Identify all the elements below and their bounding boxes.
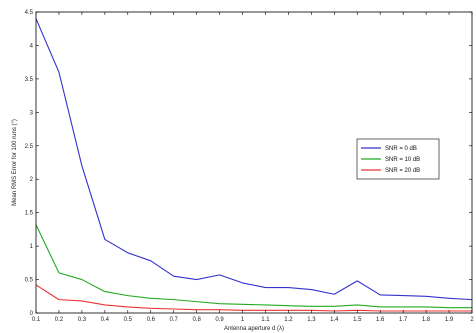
legend-label-snr-0: SNR = 0 dB — [385, 146, 417, 152]
y-axis-label: Mean RMS Error for 100 runs (°) — [12, 119, 18, 206]
series-line-1 — [35, 224, 472, 309]
x-tick-label: 0.1 — [32, 317, 41, 323]
x-tick-label: 1.6 — [376, 317, 385, 323]
x-tick-label: 0.7 — [170, 317, 179, 323]
y-tick-label: 0 — [30, 311, 34, 317]
x-tick-label: 1 — [241, 317, 245, 323]
x-tick-label: 1.5 — [353, 317, 362, 323]
x-tick-label: 1.7 — [399, 317, 408, 323]
x-tick-label: 1.3 — [307, 317, 316, 323]
legend-item-2: SNR = 20 dB — [361, 168, 420, 174]
y-tick-label: 3.5 — [25, 77, 34, 83]
x-tick-label: 1.2 — [284, 317, 293, 323]
plot-lines — [35, 18, 473, 312]
y-axis-ticks: 0 0.5 1 1.5 2 2.5 3 3.5 4 4.5 — [25, 10, 472, 317]
legend-label-snr-20: SNR = 20 dB — [385, 168, 420, 174]
y-tick-label: 1 — [30, 244, 34, 250]
y-tick-label: 0.5 — [25, 278, 34, 284]
x-tick-label: 0.8 — [192, 317, 201, 323]
y-tick-label: 2 — [30, 177, 34, 183]
x-tick-label: 0.5 — [124, 317, 133, 323]
y-tick-label: 1.5 — [25, 211, 34, 217]
x-tick-label: 0.4 — [101, 317, 110, 323]
y-tick-label: 2.5 — [25, 144, 34, 150]
x-tick-label: 1.1 — [261, 317, 270, 323]
plot-area-frame — [35, 11, 473, 314]
x-tick-label: 0.2 — [55, 317, 64, 323]
x-tick-label: 1.4 — [330, 317, 339, 323]
series-line-0 — [35, 18, 473, 301]
y-tick-label: 4 — [30, 43, 34, 49]
x-tick-label: 1.8 — [422, 317, 431, 323]
series-line-2 — [35, 284, 472, 312]
legend-label-snr-10: SNR = 10 dB — [385, 157, 420, 163]
legend-item-1: SNR = 10 dB — [361, 157, 420, 163]
x-tick-label: 0.9 — [215, 317, 224, 323]
legend: SNR = 0 dB SNR = 10 dB SNR = 20 dB — [356, 138, 440, 180]
legend-item-0: SNR = 0 dB — [361, 146, 417, 152]
x-axis-ticks: 0.1 0.2 0.3 0.4 0.5 0.6 0.7 0.8 0.9 1 1.1 1.2 1.3 1.4… — [32, 12, 474, 323]
y-tick-label: 4.5 — [25, 10, 34, 16]
x-tick-label: 0.3 — [78, 317, 87, 323]
y-tick-label: 3 — [30, 110, 34, 116]
x-tick-label: 2 — [470, 317, 474, 323]
x-tick-label: 0.6 — [147, 317, 156, 323]
x-axis-label: Antenna aperture d (λ) — [224, 326, 284, 332]
x-tick-label: 1.9 — [445, 317, 454, 323]
